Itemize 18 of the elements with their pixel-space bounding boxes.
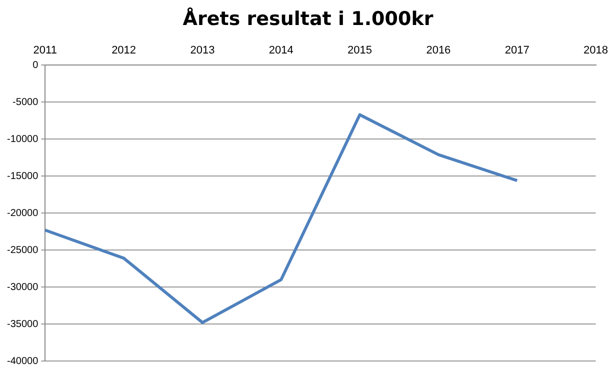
y-tick-label: -5000 <box>12 96 39 108</box>
y-tick-label: -40000 <box>6 356 39 367</box>
x-tick-label: 2012 <box>112 44 136 57</box>
y-tick-label: -20000 <box>6 208 39 219</box>
y-tick-label: -10000 <box>6 134 39 145</box>
y-tick-label: -35000 <box>6 318 39 330</box>
y-tick-label: 0 <box>32 60 39 71</box>
x-tick-label: 2011 <box>33 44 57 57</box>
x-tick-label: 2013 <box>190 44 215 57</box>
x-tick-label: 2016 <box>426 44 451 57</box>
chart-title: Årets resultat i 1.000kr <box>182 8 434 32</box>
x-tick-label: 2018 <box>584 44 608 57</box>
y-tick-label: -30000 <box>6 282 39 293</box>
y-tick-label: -25000 <box>6 244 39 256</box>
y-tick-label: -15000 <box>6 170 39 182</box>
x-tick-label: 2014 <box>268 44 294 57</box>
x-tick-label: 2017 <box>504 44 530 57</box>
x-tick-label: 2015 <box>348 44 372 57</box>
